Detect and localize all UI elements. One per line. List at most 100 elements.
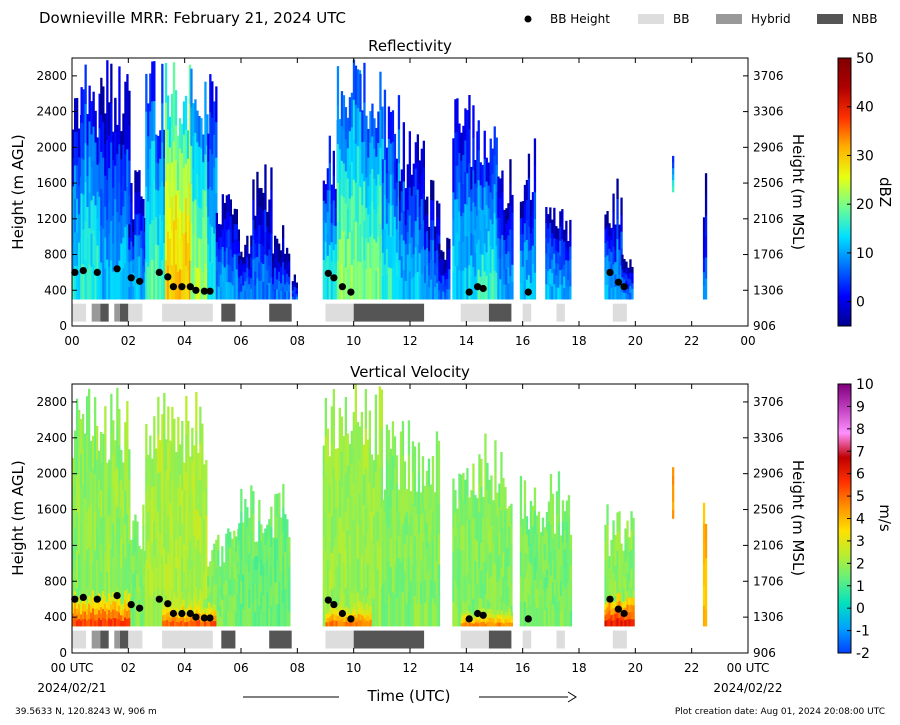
echo-cell xyxy=(523,504,527,530)
echo-cell xyxy=(250,246,253,257)
echo-cell xyxy=(223,283,226,300)
streak-cell xyxy=(357,601,360,608)
echo-cell xyxy=(142,215,145,233)
echo-cell xyxy=(555,536,559,559)
echo-cell xyxy=(531,281,535,300)
echo-cell xyxy=(559,580,563,597)
streak-cell xyxy=(174,621,177,627)
echo-cell xyxy=(132,232,135,247)
echo-cell xyxy=(108,266,111,300)
echo-cell xyxy=(169,533,172,565)
echo-cell xyxy=(409,513,413,537)
echo-cell xyxy=(274,516,277,539)
echo-cell xyxy=(138,213,141,235)
echo-cell xyxy=(360,554,363,591)
echo-cell xyxy=(427,570,431,599)
echo-cell xyxy=(179,444,182,475)
echo-cell xyxy=(350,496,353,529)
echo-cell xyxy=(618,511,621,531)
echo-cell xyxy=(248,517,251,537)
streak-cell xyxy=(208,620,211,627)
echo-cell xyxy=(94,173,97,206)
streak-cell xyxy=(108,593,111,602)
echo-cell xyxy=(242,264,245,272)
streak-cell xyxy=(210,607,213,613)
echo-cell xyxy=(211,562,214,576)
echo-cell xyxy=(108,542,111,571)
echo-cell xyxy=(124,117,127,155)
streak-cell xyxy=(92,590,95,600)
echo-cell xyxy=(406,209,409,233)
echo-cell xyxy=(437,564,441,596)
echo-cell xyxy=(194,199,197,233)
echo-cell xyxy=(147,597,150,627)
echo-cell xyxy=(88,228,91,264)
echo-cell xyxy=(632,553,635,573)
echo-cell xyxy=(456,586,459,607)
streak-cell xyxy=(108,601,111,610)
echo-cell xyxy=(470,211,473,234)
echo-cell xyxy=(235,269,238,285)
streak-cell xyxy=(494,620,497,624)
echo-cell xyxy=(198,268,201,300)
echo-cell xyxy=(557,471,561,498)
echo-cell xyxy=(464,577,467,602)
echo-cell xyxy=(215,597,218,612)
echo-cell xyxy=(211,226,214,264)
echo-cell xyxy=(497,196,500,218)
echo-cell xyxy=(229,610,232,627)
echo-cell xyxy=(194,132,197,167)
streak-cell xyxy=(612,620,615,627)
streak-cell xyxy=(359,607,362,615)
echo-cell xyxy=(209,111,212,150)
echo-cell xyxy=(217,580,220,596)
echo-cell xyxy=(260,575,263,593)
echo-cell xyxy=(379,185,382,224)
echo-cell xyxy=(348,97,352,132)
echo-cell xyxy=(383,159,387,195)
echo-cell xyxy=(368,410,371,447)
echo-cell xyxy=(428,287,431,300)
echo-cell xyxy=(180,153,184,183)
echo-cell xyxy=(246,278,249,289)
echo-cell xyxy=(151,140,154,181)
echo-cell xyxy=(268,199,271,217)
echo-cell xyxy=(326,255,329,278)
echo-cell xyxy=(400,234,403,257)
echo-cell xyxy=(476,215,479,244)
echo-cell xyxy=(225,595,228,611)
streak-cell xyxy=(630,618,633,627)
echo-cell xyxy=(270,277,273,300)
echo-cell xyxy=(153,591,156,627)
echo-cell xyxy=(159,158,162,187)
echo-cell xyxy=(506,567,509,588)
echo-cell xyxy=(203,572,206,600)
class-segment-bb xyxy=(325,303,354,322)
colorbar-tick-label: 6 xyxy=(856,467,865,483)
echo-cell xyxy=(104,268,107,300)
bb-height-point xyxy=(186,609,194,618)
echo-cell xyxy=(381,252,385,277)
echo-cell xyxy=(400,169,403,192)
streak-cell xyxy=(214,615,217,622)
echo-cell xyxy=(130,183,133,203)
streak-cell xyxy=(490,613,493,619)
class-segment-bb xyxy=(612,303,627,322)
echo-cell xyxy=(229,199,232,217)
echo-cell xyxy=(102,498,105,531)
echo-cell xyxy=(533,192,537,220)
echo-cell xyxy=(452,272,455,300)
echo-cell xyxy=(557,600,561,627)
echo-cell xyxy=(205,515,208,544)
echo-cell xyxy=(418,183,421,207)
echo-cell xyxy=(519,475,523,502)
echo-cell xyxy=(363,62,366,103)
echo-cell xyxy=(505,238,508,254)
echo-cell xyxy=(521,572,525,591)
echo-cell xyxy=(429,484,433,509)
echo-cell xyxy=(196,236,199,268)
echo-cell xyxy=(96,218,99,246)
echo-cell xyxy=(432,259,435,280)
bb-height-point xyxy=(330,274,338,282)
echo-cell xyxy=(235,566,238,582)
